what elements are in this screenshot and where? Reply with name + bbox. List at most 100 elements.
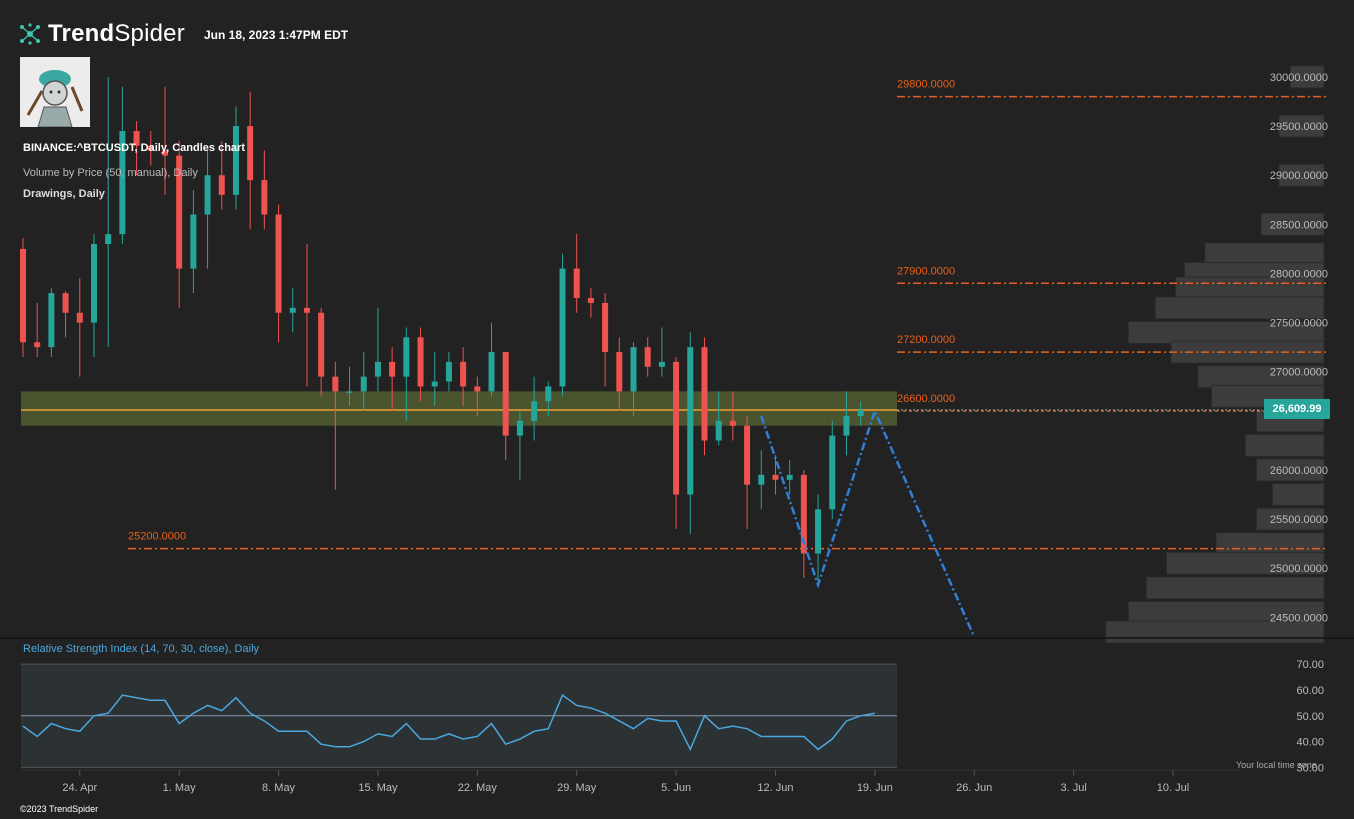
drawings-legend[interactable]: Drawings, Daily [23, 188, 105, 200]
vbp-legend[interactable]: Volume by Price (50, manual), Daily [23, 167, 198, 179]
candle-body [573, 268, 580, 299]
candle-body [76, 312, 83, 323]
time-tick-label: 29. May [557, 782, 597, 794]
vbp-bar [1145, 576, 1325, 600]
candle-body [758, 474, 765, 485]
candle-body [644, 347, 651, 367]
vbp-bar [1289, 65, 1325, 89]
candle-body [658, 361, 665, 367]
candle-body [616, 352, 623, 392]
candle-body [147, 145, 154, 151]
candle-body [516, 420, 523, 436]
candle-body [360, 376, 367, 392]
vbp-bar [1166, 551, 1325, 575]
candle-body [531, 401, 538, 421]
candle-body [474, 386, 481, 392]
candle-body [403, 337, 410, 377]
time-tick-label: 22. May [458, 782, 498, 794]
vbp-bar [1215, 532, 1325, 556]
brand-bold: Trend [48, 20, 115, 47]
timestamp: Jun 18, 2023 1:47PM EDT [204, 28, 349, 42]
candle-body [374, 361, 381, 377]
vbp-bar [1256, 507, 1325, 531]
candle-body [800, 474, 807, 554]
support-zone [21, 391, 897, 426]
brand-thin: Spider [114, 20, 185, 47]
time-tick-label: 8. May [262, 782, 296, 794]
price-tick-label: 24500.0000 [1270, 612, 1328, 624]
candle-body [772, 474, 779, 480]
vbp-bar [1260, 212, 1325, 236]
candle-body [673, 361, 680, 495]
candle-body [786, 474, 793, 480]
candle-body [218, 175, 225, 195]
rsi-legend[interactable]: Relative Strength Index (14, 70, 30, clo… [23, 643, 260, 655]
time-tick-label: 19. Jun [857, 782, 893, 794]
candle-body [204, 175, 211, 215]
time-tick-label: 3. Jul [1060, 782, 1086, 794]
price-tick-label: 30000.0000 [1270, 72, 1328, 84]
candle-body [105, 234, 112, 244]
candle-body [715, 420, 722, 441]
candle-body [90, 243, 97, 323]
vbp-bar [1175, 276, 1325, 300]
price-tick-label: 26000.0000 [1270, 465, 1328, 477]
candle-body [559, 268, 566, 387]
rsi-tick-label: 30.00 [1296, 762, 1324, 774]
time-tick-label: 10. Jul [1157, 782, 1189, 794]
price-tick-label: 29500.0000 [1270, 121, 1328, 133]
candle-body [587, 298, 594, 303]
candle-body [332, 376, 339, 392]
rsi-tick-label: 60.00 [1296, 685, 1324, 697]
candle-body [857, 410, 864, 416]
level-label: 25200.0000 [128, 531, 186, 543]
candle-body [701, 347, 708, 441]
symbol-legend[interactable]: BINANCE:^BTCUSDT, Daily, Candles chart [23, 142, 245, 154]
candle-body [545, 386, 552, 402]
candle-body [687, 347, 694, 495]
candle-body [829, 435, 836, 510]
candle-body [602, 302, 609, 353]
candle-body [289, 307, 296, 313]
candle-body [488, 352, 495, 392]
current-price-badge: 26,609.99 [1264, 399, 1330, 419]
candle-body [843, 415, 850, 436]
candle-body [161, 150, 168, 156]
time-tick-label: 5. Jun [661, 782, 691, 794]
price-tick-label: 27500.0000 [1270, 318, 1328, 330]
price-tick-label: 28500.0000 [1270, 219, 1328, 231]
rsi-line [22, 693, 875, 752]
vbp-bar [1244, 433, 1325, 457]
candle-body [815, 509, 822, 554]
candle-body [190, 214, 197, 269]
copyright: ©2023 TrendSpider [20, 804, 99, 814]
level-label: 26600.0000 [897, 393, 955, 405]
vbp-bar [1278, 114, 1325, 138]
trendspider-logo[interactable]: TrendSpider [18, 20, 185, 48]
brand-name: TrendSpider [48, 20, 185, 48]
candle-body [346, 391, 353, 393]
time-tick-label: 26. Jun [956, 782, 992, 794]
time-tick-label: 12. Jun [757, 782, 793, 794]
candle-body [261, 180, 268, 215]
price-tick-label: 25500.0000 [1270, 514, 1328, 526]
candle-body [34, 342, 41, 348]
projection-path [760, 407, 976, 638]
candle-body [133, 130, 140, 146]
time-tick-label: 15. May [358, 782, 398, 794]
rsi-tick-label: 70.00 [1296, 659, 1324, 671]
candle-body [48, 293, 55, 348]
level-label: 27900.0000 [897, 265, 955, 277]
rsi-tick-label: 50.00 [1296, 711, 1324, 723]
candle-body [275, 214, 282, 313]
rsi-tick-label: 40.00 [1296, 737, 1324, 749]
candle-body [744, 425, 751, 485]
time-tick-label: 1. May [163, 782, 197, 794]
vbp-bar [1278, 163, 1325, 187]
level-label: 29800.0000 [897, 79, 955, 91]
vbp-bar [1204, 242, 1325, 266]
candle-body [303, 307, 310, 313]
time-tick-label: 24. Apr [62, 782, 97, 794]
candle-body [460, 361, 467, 387]
candle-body [232, 126, 239, 195]
